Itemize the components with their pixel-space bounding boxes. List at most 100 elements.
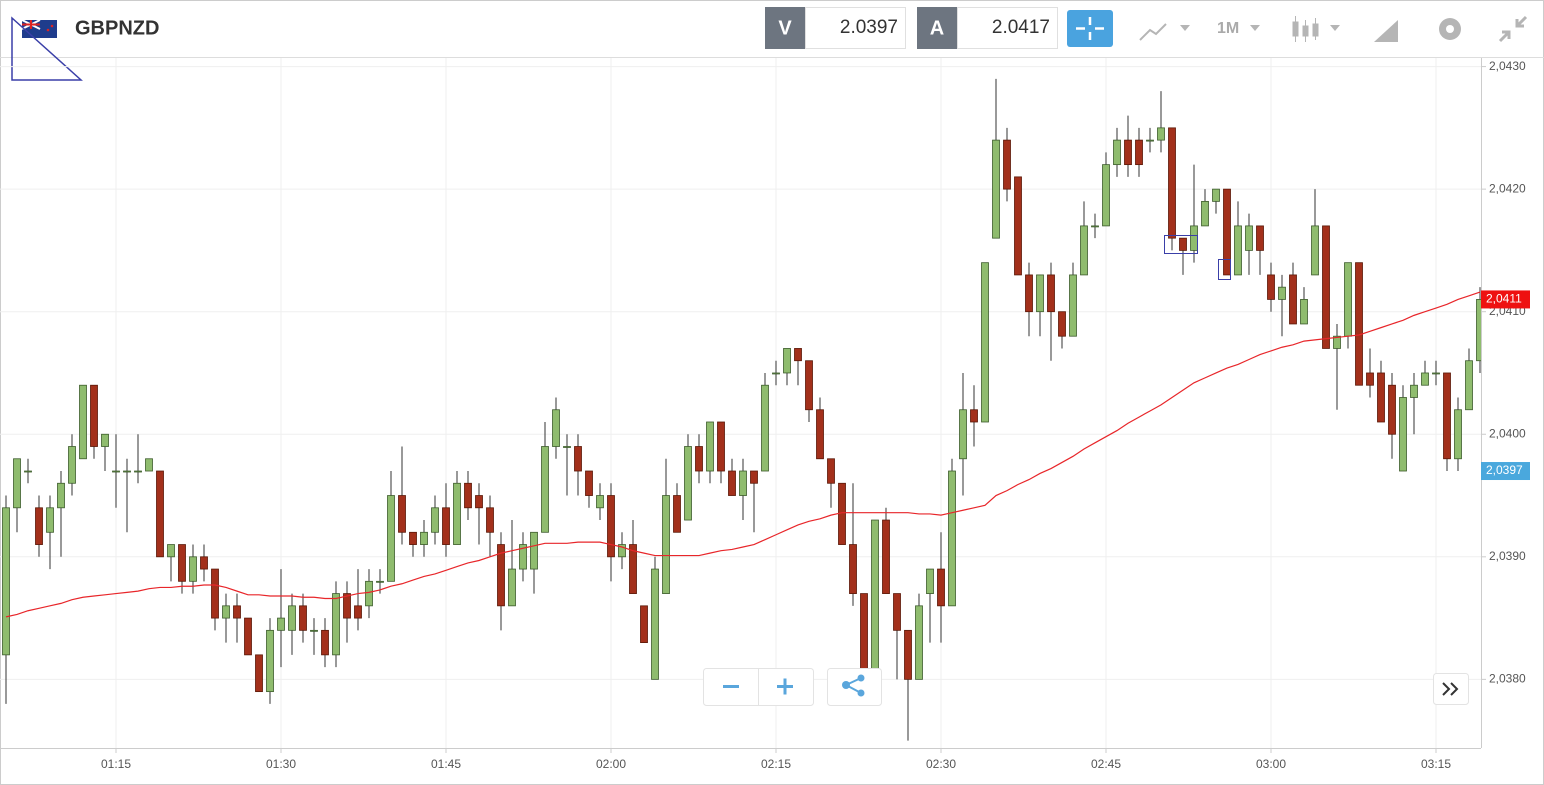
candle-body-up	[134, 470, 142, 473]
candle-body-up	[684, 446, 692, 521]
zoom-controls	[703, 668, 882, 706]
flag	[21, 19, 57, 38]
candle-body-down	[156, 470, 164, 558]
candle-body-up	[68, 446, 76, 484]
candle-body-down	[838, 482, 846, 545]
candle-body-up	[1454, 409, 1462, 460]
candle-body-down	[728, 470, 736, 496]
timeframe-arrow	[1250, 25, 1260, 31]
moving-average	[5, 291, 1481, 618]
candle-body-up	[145, 458, 153, 472]
candle-body-up	[2, 507, 10, 656]
candle-body-up	[1036, 274, 1044, 313]
candle-body-down	[343, 593, 351, 619]
candle-body-up	[420, 531, 428, 545]
price-tag	[1481, 462, 1530, 481]
candle-body-down	[255, 654, 263, 693]
candle-body-up	[1300, 299, 1308, 325]
candles-button[interactable]	[1292, 16, 1340, 42]
zoom-in[interactable]	[777, 678, 793, 695]
candle-body-up	[101, 433, 109, 447]
candle-body-up	[1212, 188, 1220, 202]
candle-body-down	[882, 519, 890, 594]
candle-body-down	[1355, 262, 1363, 386]
settings-button[interactable]	[1439, 18, 1461, 40]
candle-body-down	[35, 507, 43, 545]
candle-body-up	[13, 458, 21, 509]
candle-body-down	[673, 495, 681, 533]
candle-body-down	[200, 556, 208, 570]
chart-type-button[interactable]	[1139, 23, 1190, 41]
candle-body-up	[1245, 225, 1253, 251]
candle-body-up	[541, 446, 549, 533]
candle-body-up	[1278, 286, 1286, 300]
candle-body-down	[893, 593, 901, 631]
candle-body-down	[1135, 139, 1143, 166]
draw-button[interactable]	[1374, 20, 1398, 42]
candle-body-up	[1399, 397, 1407, 472]
crosshair-button[interactable]	[1067, 10, 1113, 47]
candle-body-down	[1047, 274, 1055, 313]
candle-body-up	[563, 446, 571, 448]
candle-body-down	[860, 593, 868, 680]
candle-body-up	[1421, 372, 1429, 386]
candle-body-up	[739, 470, 747, 496]
candle-body-down	[585, 470, 593, 496]
candle-body-up	[948, 470, 956, 607]
candle-body-down	[233, 605, 241, 619]
x-tick-label: 02:00	[596, 757, 626, 771]
candle-body-up	[618, 544, 626, 558]
candle-body-up	[1080, 225, 1088, 276]
candle-body-up	[706, 421, 714, 472]
selection-box	[1164, 235, 1198, 254]
candle-body-up	[1465, 360, 1473, 411]
timeframe[interactable]: 1M	[1217, 20, 1239, 37]
x-tick-label: 03:00	[1256, 757, 1286, 771]
candle-body-down	[629, 544, 637, 594]
candle-body-up	[222, 605, 230, 619]
ask-button[interactable]	[917, 7, 957, 49]
candle-body-up	[79, 384, 87, 460]
bid-button[interactable]	[765, 7, 805, 49]
candle-body-up	[959, 409, 967, 460]
y-tick-label: 2,0430	[1489, 59, 1526, 73]
bid-price: 2.0397	[840, 17, 898, 38]
x-tick-label: 02:30	[926, 757, 956, 771]
share-button[interactable]	[827, 668, 882, 706]
candle-body-down	[178, 544, 186, 582]
candle-body-up	[596, 495, 604, 509]
candle-body-up	[1432, 372, 1440, 375]
scroll-end-button[interactable]	[1433, 673, 1469, 705]
candle-body-down	[1388, 384, 1396, 435]
price-tag-label: 2,0397	[1486, 463, 1523, 477]
candle-body-up	[915, 605, 923, 680]
candle-body-up	[387, 495, 395, 582]
candle-body-up	[1201, 200, 1209, 227]
candle-body-down	[970, 409, 978, 423]
candle-body-up	[761, 384, 769, 472]
price-tag	[1481, 290, 1530, 309]
candle-body-up	[1146, 139, 1154, 142]
candle-body-down	[607, 495, 615, 558]
candle-body-down	[354, 605, 362, 619]
candle-body-up	[1311, 225, 1319, 276]
candle-body-down	[574, 446, 582, 472]
candle-body-down	[1179, 237, 1187, 251]
x-tick-label: 01:45	[431, 757, 461, 771]
candle-body-down	[717, 421, 725, 472]
candle-body-up	[112, 470, 120, 473]
candle-body-down	[816, 409, 824, 460]
candle-body-up	[376, 580, 384, 583]
candle-body-up	[1157, 127, 1165, 141]
labels: 2,03802,03902,04002,04102,04202,043001:1…	[101, 59, 1530, 771]
candle-body-up	[167, 544, 175, 558]
y-tick-label: 2,0400	[1489, 426, 1526, 440]
candle-body-up	[992, 139, 1000, 239]
candle-body-up	[552, 409, 560, 447]
candle-body-down	[1366, 372, 1374, 386]
candle-body-up	[365, 580, 373, 607]
collapse-button[interactable]	[1498, 15, 1528, 43]
candle-body-down	[1124, 139, 1132, 166]
y-tick-label: 2,0420	[1489, 181, 1526, 195]
